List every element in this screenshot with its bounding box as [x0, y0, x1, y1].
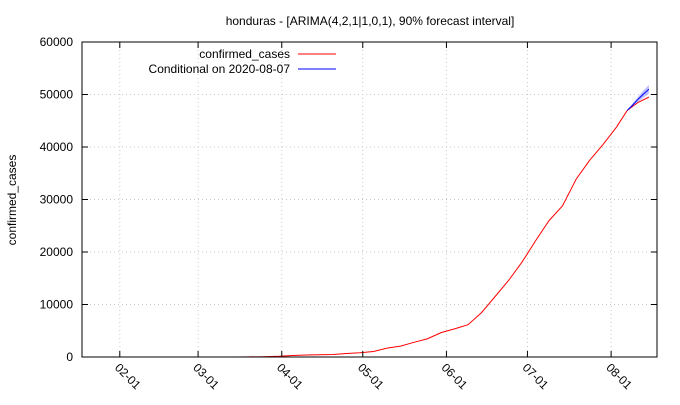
x-tick-label: 04-01 [274, 361, 306, 393]
grid-layer [82, 42, 657, 357]
x-tick-label: 05-01 [355, 361, 387, 393]
series-layer [225, 85, 650, 358]
forecast-interval-band [627, 85, 649, 111]
y-tick-label: 20000 [40, 245, 74, 259]
x-tick-label: 07-01 [520, 361, 552, 393]
tick-layer: 0 10000 20000 30000 40000 50000 60000 02-01 03-0… [40, 35, 657, 392]
y-axis-label: confirmed_cases [5, 155, 19, 246]
y-tick-label: 30000 [40, 193, 74, 207]
y-tick-label: 50000 [40, 88, 74, 102]
legend-label-0: confirmed_cases [199, 47, 290, 61]
chart-title: honduras - [ARIMA(4,2,1|1,0,1), 90% fore… [226, 14, 515, 28]
x-tick-label: 02-01 [112, 361, 144, 393]
x-tick-label: 08-01 [603, 361, 635, 393]
y-tick-label: 0 [66, 350, 73, 364]
x-tick-label: 06-01 [439, 361, 471, 393]
y-tick-label: 10000 [40, 298, 74, 312]
legend-label-1: Conditional on 2020-08-07 [149, 62, 291, 76]
series-line-1 [626, 88, 650, 111]
legend: confirmed_cases Conditional on 2020-08-0… [149, 47, 336, 76]
series-line-0 [225, 96, 650, 358]
y-tick-label: 40000 [40, 140, 74, 154]
y-tick-label: 60000 [40, 35, 74, 49]
x-tick-label: 03-01 [190, 361, 222, 393]
